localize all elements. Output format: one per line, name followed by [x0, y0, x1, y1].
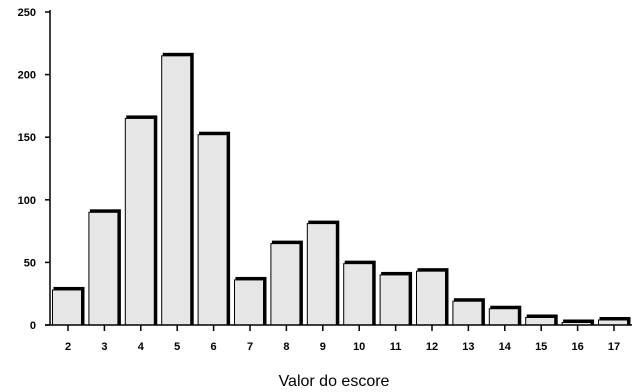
bar-15 — [525, 314, 558, 326]
x-tick-label-3: 3 — [101, 341, 107, 353]
bar-face — [379, 274, 410, 326]
bar-face — [124, 117, 155, 326]
y-tick-label-200: 200 — [18, 70, 36, 82]
bar-face — [525, 316, 556, 326]
x-axis: 2 3 4 5 6 7 8 9 10 11 12 13 14 15 16 17 — [45, 324, 632, 353]
bar-9 — [306, 220, 340, 326]
x-tick-label-10: 10 — [353, 341, 365, 353]
x-tick-label-14: 14 — [499, 341, 512, 353]
x-tick-label-7: 7 — [247, 341, 253, 353]
bar-10 — [343, 260, 376, 326]
x-tick-label-13: 13 — [462, 341, 474, 353]
bar-8 — [270, 240, 303, 326]
x-tick-label-17: 17 — [608, 341, 620, 353]
bar-face — [452, 300, 483, 326]
bar-face — [488, 308, 519, 326]
bar-12 — [416, 268, 449, 326]
x-tick-label-12: 12 — [426, 341, 438, 353]
bar-face — [306, 223, 337, 326]
x-tick-label-2: 2 — [65, 341, 71, 353]
bar-face — [88, 211, 119, 326]
bar-14 — [488, 305, 522, 326]
y-tick-label-0: 0 — [30, 320, 36, 332]
bar-4 — [124, 115, 158, 326]
bar-16 — [561, 319, 595, 326]
bar-6 — [197, 131, 231, 326]
bar-face — [161, 55, 192, 326]
bar-face — [416, 270, 446, 326]
x-tick-label-11: 11 — [390, 341, 402, 353]
bar-face — [598, 319, 628, 326]
bar-5 — [161, 52, 194, 326]
y-axis: 0 50 100 150 200 250 — [18, 7, 51, 332]
x-tick-label-15: 15 — [535, 341, 547, 353]
bar-3 — [88, 209, 121, 326]
x-tick-label-9: 9 — [320, 341, 326, 353]
bar-face — [343, 263, 374, 326]
y-tick-label-250: 250 — [18, 7, 36, 19]
bars — [52, 52, 631, 326]
bar-11 — [379, 271, 413, 326]
x-tick-label-4: 4 — [138, 341, 145, 353]
bar-face — [270, 243, 301, 326]
x-tick-label-16: 16 — [571, 341, 583, 353]
x-tick-label-8: 8 — [283, 341, 289, 353]
x-axis-label: Valor do escore — [279, 373, 390, 390]
bar-17 — [598, 316, 631, 326]
bar-13 — [452, 298, 485, 326]
bar-2 — [52, 286, 85, 326]
x-tick-label-6: 6 — [211, 341, 217, 353]
x-tick-label-5: 5 — [174, 341, 180, 353]
y-tick-label-150: 150 — [18, 132, 36, 144]
bar-face — [197, 134, 228, 326]
y-tick-label-100: 100 — [18, 195, 36, 207]
y-tick-label-50: 50 — [24, 257, 36, 269]
bar-face — [234, 279, 264, 326]
bar-face — [52, 289, 82, 326]
bar-7 — [234, 276, 267, 326]
